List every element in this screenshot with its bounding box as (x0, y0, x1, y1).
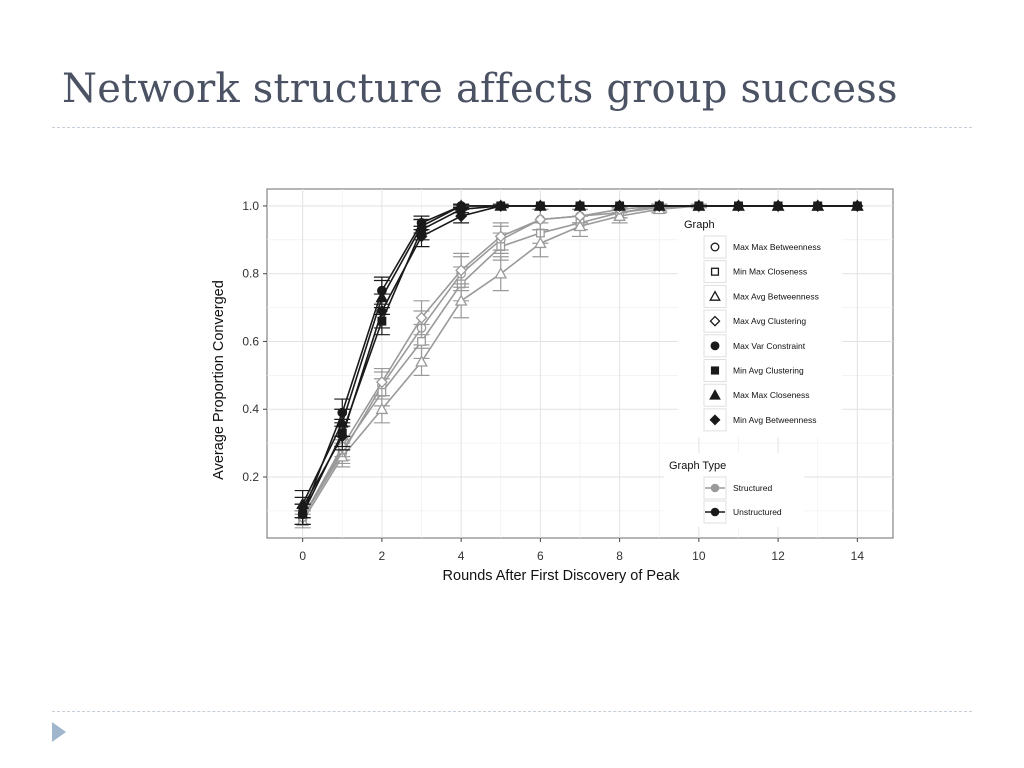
x-tick-label: 10 (692, 549, 706, 563)
legend-type-label: Structured (733, 483, 772, 493)
legend-graph-label: Max Max Closeness (733, 390, 810, 400)
legend-marker-diamond-filled-icon (709, 414, 721, 426)
data-point (415, 355, 428, 367)
x-tick-label: 4 (458, 549, 465, 563)
legend-graph-label: Min Avg Betweenness (733, 415, 816, 425)
data-point (454, 294, 468, 306)
data-point (375, 402, 389, 415)
data-point (296, 501, 309, 514)
axis-ticks: 0 2 4 6 8 10 12 14 0.2 0.4 0.6 0.8 1.0 (242, 199, 864, 563)
y-tick-label: 0.8 (242, 267, 259, 281)
y-axis-title: Average Proportion Converged (211, 280, 227, 480)
data-point (534, 236, 547, 249)
data-point (692, 199, 705, 212)
data-point (613, 209, 626, 221)
legend-marker-triangle-open-icon (709, 290, 721, 301)
data-point (732, 199, 745, 212)
legend: Graph Max Max Betweenness Min Max Closenes… (664, 213, 842, 527)
legend-marker-circle-open-icon (710, 242, 720, 252)
legend-dot-icon (710, 507, 720, 517)
data-point (534, 199, 547, 212)
data-point (415, 311, 428, 324)
y-tick-label: 0.6 (242, 334, 259, 348)
data-point (415, 230, 428, 243)
legend-marker-square-filled-icon (710, 366, 720, 375)
legend-graph-label: Min Max Closeness (733, 267, 807, 277)
legend-dot-icon (710, 483, 720, 493)
y-tick-label: 1.0 (242, 199, 259, 213)
legend-marker-diamond-open-icon (709, 315, 721, 327)
legend-graph-label: Max Var Constraint (733, 341, 806, 351)
x-tick-label: 14 (851, 549, 865, 563)
data-point (653, 199, 666, 212)
legend-marker-square-open-icon (710, 267, 720, 276)
data-point (573, 219, 587, 232)
data-point (375, 376, 388, 389)
legend-graph-label: Max Avg Clustering (733, 316, 806, 326)
data-point (455, 210, 468, 223)
title-divider (52, 127, 972, 128)
legend-type-box (664, 453, 804, 527)
slide-nav-arrow-icon[interactable] (52, 722, 66, 742)
data-point (811, 199, 824, 212)
x-tick-label: 2 (379, 549, 386, 563)
data-point (851, 199, 864, 212)
y-tick-label: 0.2 (242, 470, 259, 484)
x-tick-label: 6 (537, 549, 544, 563)
data-point (534, 213, 547, 226)
data-point (494, 199, 507, 212)
data-point (772, 199, 785, 212)
data-point (613, 199, 626, 212)
data-point (574, 210, 586, 223)
data-point (336, 430, 349, 443)
data-point (494, 267, 508, 279)
legend-type-title: Graph Type (669, 460, 726, 472)
legend-graph-label: Min Avg Clustering (733, 366, 804, 376)
data-point (375, 305, 388, 317)
series-min-avg-betweenness (294, 199, 864, 519)
legend-graph-title: Graph (684, 219, 715, 231)
footer-divider (52, 711, 972, 712)
legend-graph-label: Max Max Betweenness (733, 242, 821, 252)
legend-marker-triangle-filled-icon (709, 389, 721, 400)
legend-marker-circle-filled-icon (710, 341, 720, 351)
y-tick-label: 0.4 (242, 402, 259, 416)
data-point (494, 230, 507, 243)
slide-title: Network structure affects group success (62, 66, 898, 112)
legend-type-label: Unstructured (733, 507, 782, 517)
x-tick-label: 12 (771, 549, 785, 563)
data-point (417, 337, 426, 346)
data-point (455, 264, 468, 277)
x-axis-title: Rounds After First Discovery of Peak (443, 568, 681, 584)
series-group (294, 199, 864, 529)
legend-graph-label: Max Avg Betweenness (733, 291, 819, 301)
x-tick-label: 8 (616, 549, 623, 563)
data-point (574, 199, 586, 212)
x-tick-label: 0 (299, 549, 306, 563)
